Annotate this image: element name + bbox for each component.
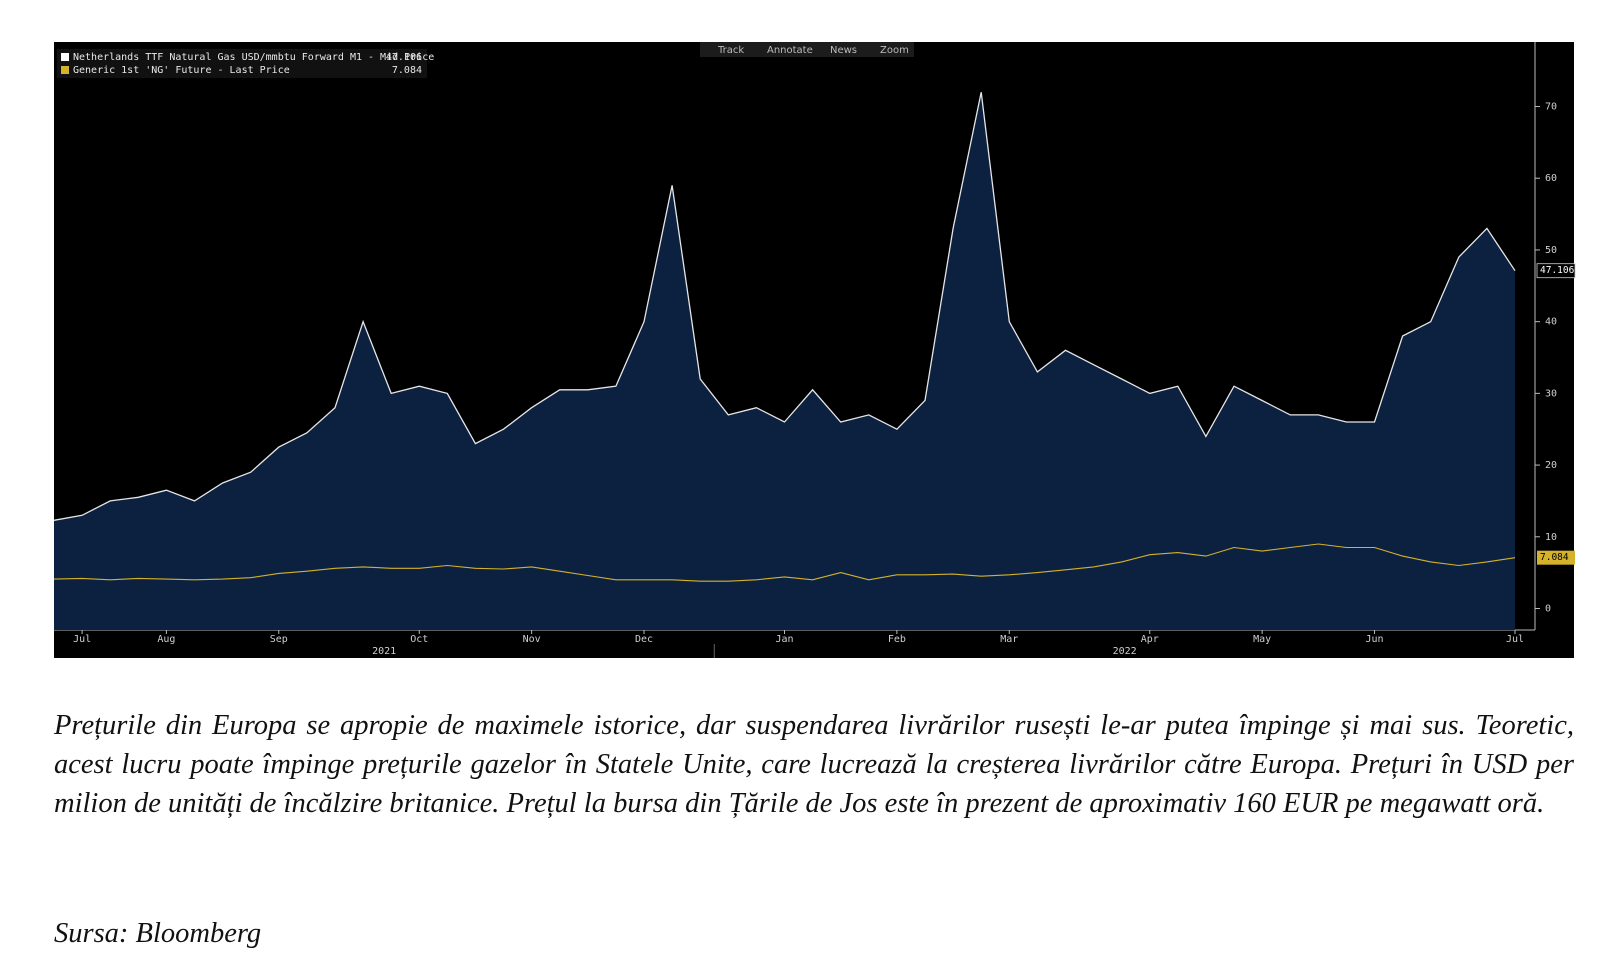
area xyxy=(54,92,1515,630)
toolbar-button[interactable]: Annotate xyxy=(767,45,813,56)
y-tick-label: 20 xyxy=(1545,460,1557,471)
toolbar-button[interactable]: Zoom xyxy=(880,45,909,56)
toolbar-button[interactable]: Track xyxy=(717,45,744,56)
toolbar-button[interactable]: News xyxy=(830,45,857,56)
last-value-label: 7.084 xyxy=(1540,552,1569,563)
y-tick-label: 70 xyxy=(1545,102,1557,113)
legend-label: Netherlands TTF Natural Gas USD/mmbtu Fo… xyxy=(73,52,434,63)
x-tick-label: Jun xyxy=(1365,634,1383,645)
x-tick-label: Oct xyxy=(410,634,428,645)
x-tick-label: Jul xyxy=(73,634,91,645)
last-value-tag xyxy=(1537,550,1575,565)
caption: Prețurile din Europa se apropie de maxim… xyxy=(54,710,1574,819)
legend-box xyxy=(57,49,427,78)
legend-value: 47.106 xyxy=(386,52,422,63)
y-tick-label: 10 xyxy=(1545,532,1557,543)
legend-swatch xyxy=(61,53,69,61)
x-tick-label: Jul xyxy=(1506,634,1524,645)
y-tick-label: 50 xyxy=(1545,245,1557,256)
toolbar xyxy=(700,42,914,57)
legend-label: Generic 1st 'NG' Future - Last Price xyxy=(73,65,290,76)
x-tick-label: Dec xyxy=(635,634,653,645)
last-value-tag xyxy=(1536,263,1576,279)
x-tick-label: Aug xyxy=(157,634,175,645)
x-tick-label: Mar xyxy=(1000,634,1018,645)
legend-value: 7.084 xyxy=(392,65,422,76)
last-value-label: 47.106 xyxy=(1540,265,1575,276)
x-tick-label: Feb xyxy=(888,634,906,645)
x-tick-label: Apr xyxy=(1141,634,1159,645)
year-label: 2022 xyxy=(1113,646,1137,657)
x-tick-label: May xyxy=(1253,634,1271,645)
chart: 0 10 20 30 40 50 60 70 47.106 7.084 Jul Aug Sep Oct No… xyxy=(53,42,1576,658)
year-label: 2021 xyxy=(372,646,396,657)
line xyxy=(53,92,1516,521)
x-tick-label: Nov xyxy=(523,634,541,645)
y-tick-label: 30 xyxy=(1545,388,1557,399)
source: Sursa: Bloomberg xyxy=(54,918,262,949)
line xyxy=(53,543,1516,582)
y-tick-label: 40 xyxy=(1545,317,1557,328)
x-tick-label: Sep xyxy=(270,634,288,645)
y-tick-label: 0 xyxy=(1545,603,1551,614)
x-tick-label: Jan xyxy=(775,634,793,645)
legend-swatch xyxy=(61,66,69,74)
y-tick-label: 60 xyxy=(1545,173,1557,184)
